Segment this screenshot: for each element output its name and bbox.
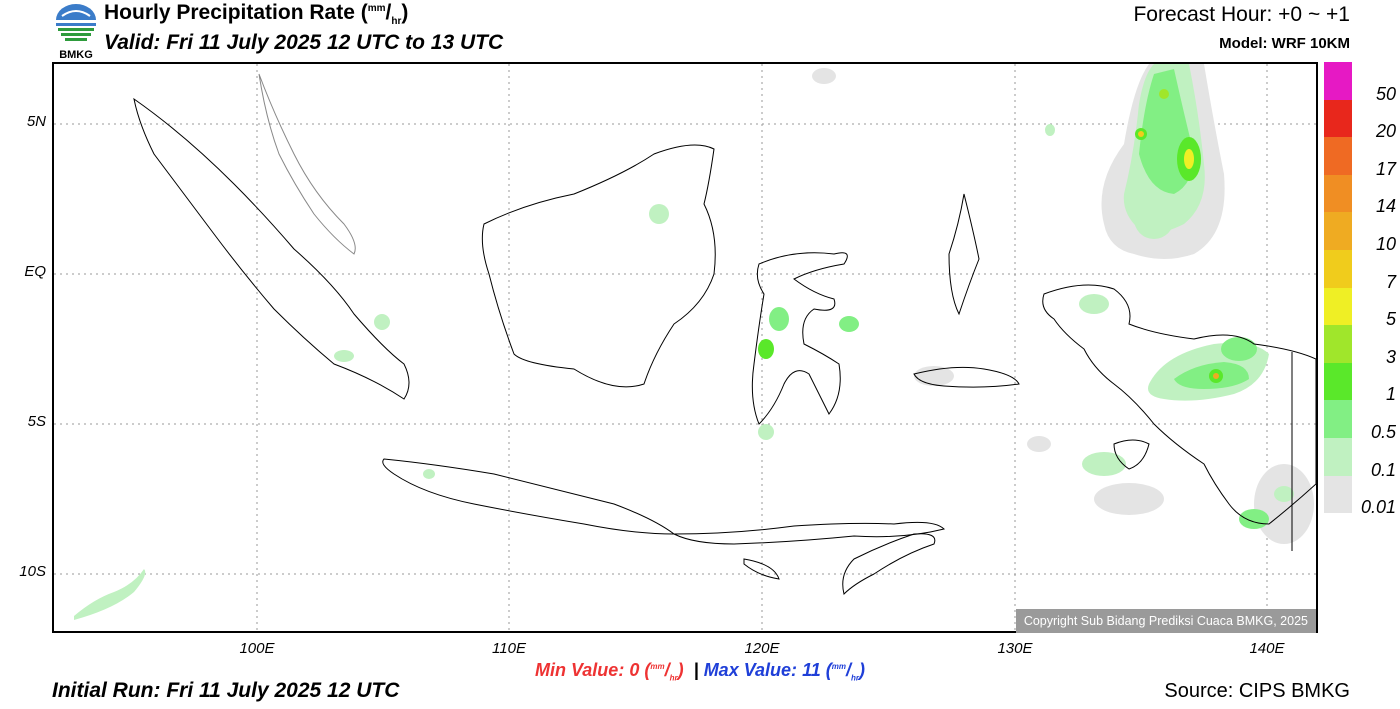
legend-swatch bbox=[1324, 99, 1352, 138]
gridlines bbox=[54, 64, 1316, 631]
data-source: Source: CIPS BMKG bbox=[1164, 680, 1350, 702]
initial-run: Initial Run: Fri 11 July 2025 12 UTC bbox=[52, 679, 400, 702]
legend-swatch bbox=[1324, 475, 1352, 514]
legend-label: 17 bbox=[1375, 158, 1396, 179]
forecast-hour: Forecast Hour: +0 ~ +1 bbox=[1133, 3, 1350, 26]
map-canvas bbox=[54, 64, 1316, 631]
legend-swatch bbox=[1324, 325, 1352, 363]
model-name: Model: WRF 10KM bbox=[1219, 35, 1350, 52]
max-label: Max Value: bbox=[703, 660, 798, 680]
legend-label: 0.01 bbox=[1360, 497, 1396, 518]
precipitation-map bbox=[52, 62, 1318, 633]
x-tick-label: 140E bbox=[1249, 640, 1285, 657]
legend-label: 0.5 bbox=[1370, 422, 1396, 442]
legend-label: 14 bbox=[1375, 196, 1396, 217]
y-tick-label: 10S bbox=[19, 563, 46, 580]
bmkg-logo: BMKG bbox=[52, 2, 100, 62]
svg-text:BMKG: BMKG bbox=[59, 49, 93, 61]
legend-label: 5 bbox=[1385, 309, 1396, 330]
coastlines bbox=[133, 73, 1316, 595]
legend-label: 7 bbox=[1385, 271, 1396, 292]
y-tick-label: 5S bbox=[27, 413, 46, 430]
legend-swatch bbox=[1324, 362, 1352, 401]
legend-swatch bbox=[1324, 137, 1352, 175]
valid-time: Valid: Fri 11 July 2025 12 UTC to 13 UTC bbox=[104, 31, 504, 54]
x-tick-label: 120E bbox=[744, 640, 780, 657]
legend-label: 10 bbox=[1375, 234, 1396, 254]
x-tick-label: 110E bbox=[492, 640, 526, 657]
legend-swatch bbox=[1324, 212, 1352, 250]
legend-swatch bbox=[1324, 287, 1352, 326]
legend-swatch bbox=[1324, 249, 1352, 288]
legend-label: 20 bbox=[1375, 121, 1396, 142]
map-title: Hourly Precipitation Rate (mm/hr) bbox=[104, 1, 409, 28]
x-tick-label: 100E bbox=[239, 640, 275, 657]
legend-swatch bbox=[1324, 437, 1352, 476]
max-value: 11 bbox=[802, 660, 821, 680]
y-tick-label: EQ bbox=[24, 263, 46, 280]
y-tick-label: 5N bbox=[26, 113, 46, 130]
legend-label: 0.1 bbox=[1370, 459, 1396, 480]
min-max-separator: | bbox=[693, 660, 699, 680]
min-value: 0 bbox=[629, 660, 640, 680]
min-max-values: Min Value: 0 (mm/hr) | Max Value: 11 (mm… bbox=[534, 660, 866, 683]
copyright-notice: Copyright Sub Bidang Prediksi Cuaca BMKG… bbox=[1015, 609, 1316, 633]
rain-areas bbox=[74, 64, 1314, 620]
legend-label: 1 bbox=[1385, 384, 1396, 405]
legend-swatch bbox=[1324, 400, 1352, 438]
x-tick-label: 130E bbox=[997, 640, 1033, 657]
legend-label: 3 bbox=[1385, 346, 1396, 367]
color-legend bbox=[1324, 62, 1352, 514]
legend-swatch bbox=[1324, 174, 1352, 213]
legend-label: 50 bbox=[1375, 83, 1396, 104]
legend-swatch bbox=[1324, 62, 1352, 100]
min-label: Min Value: bbox=[534, 660, 625, 680]
